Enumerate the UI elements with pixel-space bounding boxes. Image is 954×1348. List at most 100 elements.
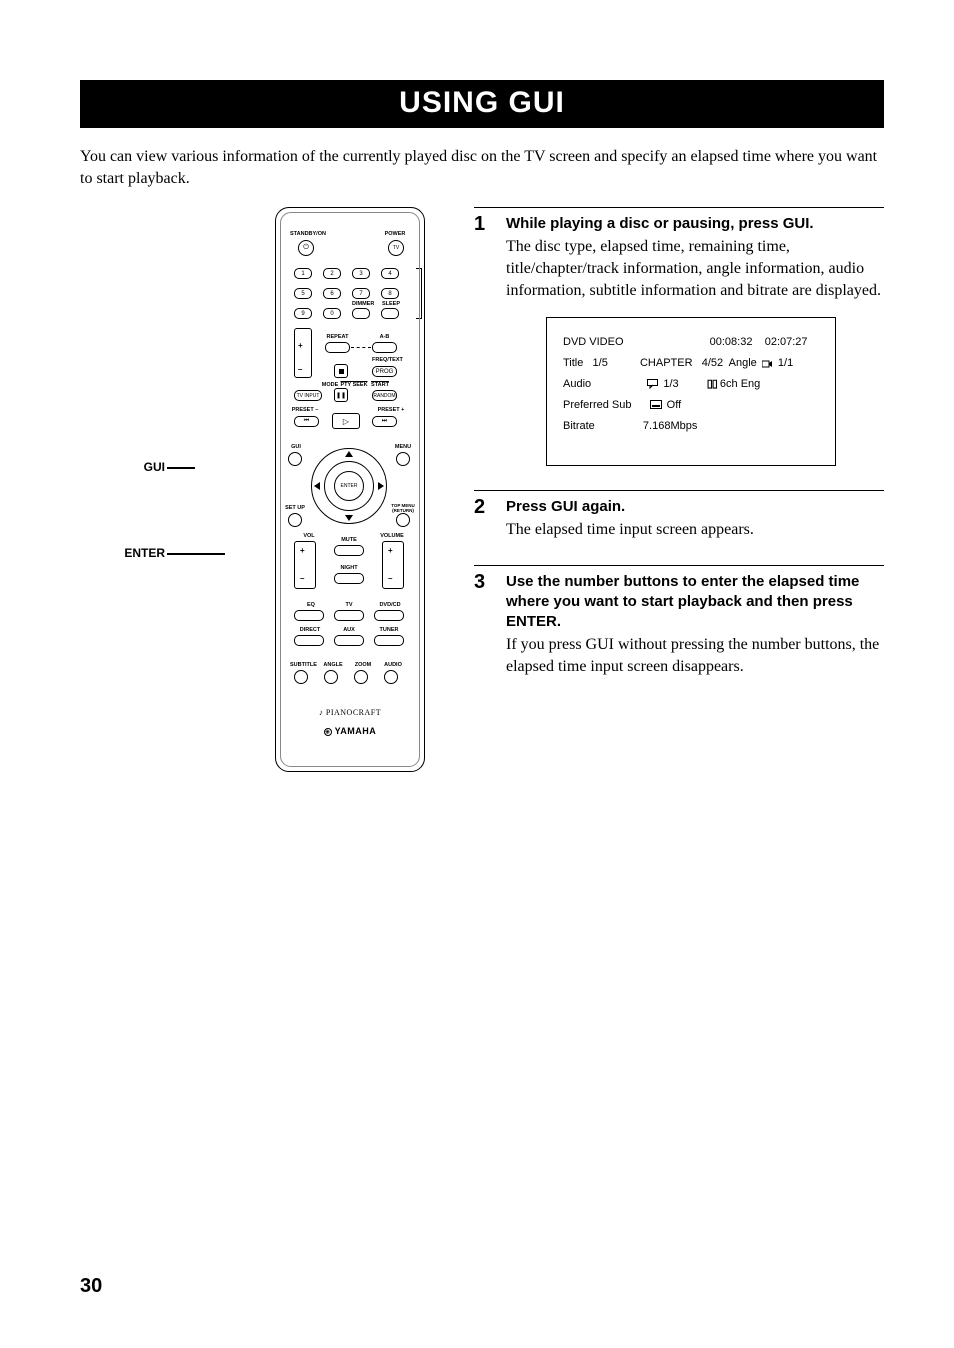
label-angle: ANGLE: [322, 663, 344, 669]
remote-control: STANDBY/ON ⏻ POWER TV 1 2 3 4 5 6 7 8 9 …: [275, 207, 425, 772]
osd-display: DVD VIDEO 00:08:32 02:07:27 Title 1/5 CH…: [546, 317, 836, 465]
btn-stop[interactable]: [334, 364, 348, 378]
btn-mute[interactable]: [334, 545, 364, 556]
label-sleep: SLEEP: [381, 302, 401, 308]
osd-elapsed: 00:08:32: [710, 336, 753, 348]
osd-audio-format: 6ch Eng: [720, 378, 760, 390]
step-heading: Use the number buttons to enter the elap…: [506, 572, 884, 633]
label-aux: AUX: [338, 628, 360, 634]
btn-4[interactable]: 4: [381, 268, 399, 279]
btn-power[interactable]: TV: [388, 240, 404, 256]
btn-0[interactable]: 0: [323, 308, 341, 319]
btn-standby[interactable]: ⏻: [298, 240, 314, 256]
btn-menu[interactable]: [396, 452, 410, 466]
btn-night[interactable]: [334, 573, 364, 584]
btn-aux[interactable]: [334, 635, 364, 646]
label-subtitle: SUBTITLE: [290, 663, 316, 669]
btn-direct[interactable]: [294, 635, 324, 646]
dpad-up[interactable]: [345, 451, 353, 457]
btn-9[interactable]: 9: [294, 308, 312, 319]
btn-tuner[interactable]: [374, 635, 404, 646]
btn-ab[interactable]: [372, 342, 397, 353]
vol-minus: –: [300, 575, 304, 583]
osd-audio-label: Audio: [563, 378, 591, 390]
step-number: 1: [474, 214, 492, 465]
label-night: NIGHT: [338, 566, 360, 572]
btn-angle[interactable]: [324, 670, 338, 684]
label-dimmer: DIMMER: [352, 302, 372, 308]
btn-repeat[interactable]: [325, 342, 350, 353]
btn-enter[interactable]: ENTER: [334, 471, 364, 501]
btn-5[interactable]: 5: [294, 288, 312, 299]
step-text: If you press GUI without pressing the nu…: [506, 634, 884, 677]
btn-gui[interactable]: [288, 452, 302, 466]
btn-random[interactable]: RANDOM: [372, 390, 397, 401]
btn-tvsrc[interactable]: [334, 610, 364, 621]
osd-angle-label: Angle: [729, 357, 757, 369]
label-repeat: REPEAT: [325, 335, 350, 341]
label-preset-minus: PRESET –: [290, 408, 320, 414]
label-vol: VOL: [300, 534, 318, 540]
label-minus: –: [298, 366, 302, 374]
btn-next[interactable]: ⏭: [372, 416, 397, 427]
btn-audio[interactable]: [384, 670, 398, 684]
btn-2[interactable]: 2: [323, 268, 341, 279]
btn-tvch[interactable]: [294, 328, 312, 378]
label-mute: MUTE: [338, 538, 360, 544]
subtitle-icon: [650, 400, 662, 409]
dpad-right[interactable]: [378, 482, 384, 490]
remote-column: Number buttons GUI ENTER STANDBY/ON ⏻ PO…: [80, 207, 450, 772]
btn-dimmer[interactable]: [352, 308, 370, 319]
label-dvdcd: DVD/CD: [376, 603, 404, 609]
page-title: USING GUI: [80, 80, 884, 128]
dpad-left[interactable]: [314, 482, 320, 490]
btn-1[interactable]: 1: [294, 268, 312, 279]
label-zoom: ZOOM: [352, 663, 374, 669]
btn-8[interactable]: 8: [381, 288, 399, 299]
callout-gui: GUI: [135, 460, 165, 474]
osd-remaining: 02:07:27: [765, 336, 808, 348]
btn-prog[interactable]: PROG: [372, 366, 397, 377]
page-number: 30: [80, 1275, 102, 1298]
btn-subtitle[interactable]: [294, 670, 308, 684]
btn-dvdcd[interactable]: [374, 610, 404, 621]
dolby-icon: ▯▯: [707, 378, 717, 390]
btn-play[interactable]: ▷: [332, 413, 360, 429]
btn-tv-vol[interactable]: [294, 541, 316, 589]
label-preset-plus: PRESET +: [376, 408, 406, 414]
label-volume: VOLUME: [378, 534, 406, 540]
label-direct: DIRECT: [296, 628, 324, 634]
btn-setup[interactable]: [288, 513, 302, 527]
steps-column: 1 While playing a disc or pausing, press…: [474, 207, 884, 701]
osd-sub-label: Preferred Sub: [563, 399, 631, 411]
step-1: 1 While playing a disc or pausing, press…: [474, 207, 884, 465]
dash: [351, 347, 371, 348]
volume-plus: +: [388, 547, 393, 555]
btn-pause[interactable]: ❚❚: [334, 388, 348, 402]
callout-enter: ENTER: [115, 546, 165, 560]
btn-3[interactable]: 3: [352, 268, 370, 279]
intro-text: You can view various information of the …: [80, 146, 884, 189]
btn-prev[interactable]: ⏮: [294, 416, 319, 427]
step-3: 3 Use the number buttons to enter the el…: [474, 565, 884, 678]
btn-eq[interactable]: [294, 610, 324, 621]
btn-7[interactable]: 7: [352, 288, 370, 299]
label-standby: STANDBY/ON: [290, 232, 324, 238]
volume-minus: –: [388, 575, 392, 583]
step-number: 2: [474, 497, 492, 541]
btn-volume[interactable]: [382, 541, 404, 589]
btn-sleep[interactable]: [381, 308, 399, 319]
callout-line: [167, 467, 195, 469]
callout-line: [167, 553, 225, 555]
bracket: [416, 268, 422, 319]
dpad-down[interactable]: [345, 515, 353, 521]
label-topmenu: TOP MENU (RETURN): [388, 504, 418, 513]
step-text: The elapsed time input screen appears.: [506, 519, 884, 541]
btn-topmenu[interactable]: [396, 513, 410, 527]
osd-disc-type: DVD VIDEO: [563, 336, 624, 348]
btn-tvinput[interactable]: TV INPUT: [294, 390, 322, 401]
btn-zoom[interactable]: [354, 670, 368, 684]
speech-icon: [647, 379, 658, 389]
btn-6[interactable]: 6: [323, 288, 341, 299]
step-2: 2 Press GUI again. The elapsed time inpu…: [474, 490, 884, 541]
